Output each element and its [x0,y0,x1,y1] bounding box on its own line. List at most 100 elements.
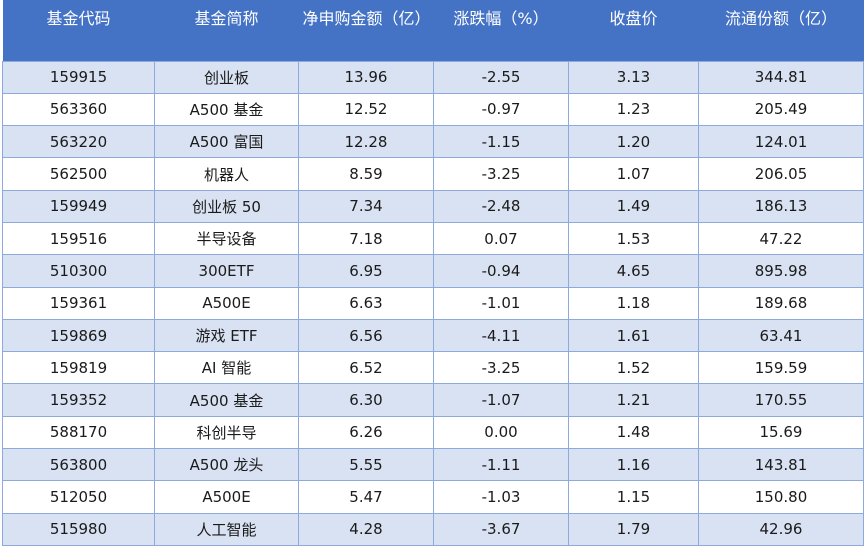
fund-name-cell: 游戏 ETF [154,318,299,353]
close-price-cell: 1.07 [568,157,699,191]
change-pct-cell: 0.00 [433,415,569,450]
close-price-cell: 3.13 [568,60,699,94]
float-shares-cell: 206.05 [698,157,864,191]
table-row: 510300 300ETF 6.95 -0.94 4.65 895.98 [2,254,864,288]
fund-code-cell: 159352 [2,383,155,417]
fund-name-cell: 创业板 [154,60,299,94]
close-price-cell: 1.21 [568,383,699,417]
change-pct-cell: -2.48 [433,189,569,223]
fund-code-cell: 512050 [2,480,155,514]
close-price-cell: 1.48 [568,415,699,450]
float-shares-cell: 186.13 [698,189,864,223]
fund-code-cell: 159361 [2,286,155,320]
float-shares-cell: 895.98 [698,254,864,288]
net-subscription-cell: 6.52 [298,351,434,385]
fund-name-cell: A500 龙头 [154,448,299,482]
change-pct-cell: -0.94 [433,254,569,288]
table-row: 159352 A500 基金 6.30 -1.07 1.21 170.55 [2,383,864,417]
table-row: 563220 A500 富国 12.28 -1.15 1.20 124.01 [2,125,864,159]
net-subscription-cell: 12.52 [298,92,434,127]
header-close-price: 收盘价 [568,0,699,61]
table-row: 159915 创业板 13.96 -2.55 3.13 344.81 [2,60,864,94]
net-subscription-cell: 13.96 [298,60,434,94]
fund-name-cell: A500E [154,286,299,320]
change-pct-cell: 0.07 [433,221,569,256]
fund-name-cell: 半导设备 [154,221,299,256]
net-subscription-cell: 6.56 [298,318,434,353]
net-subscription-cell: 8.59 [298,157,434,191]
fund-name-cell: 人工智能 [154,512,299,546]
net-subscription-cell: 4.28 [298,512,434,546]
net-subscription-cell: 6.30 [298,383,434,417]
fund-code-cell: 159915 [2,60,155,94]
change-pct-cell: -3.25 [433,157,569,191]
fund-name-cell: 机器人 [154,157,299,191]
table-row: 563800 A500 龙头 5.55 -1.11 1.16 143.81 [2,448,864,482]
float-shares-cell: 63.41 [698,318,864,353]
header-change-pct: 涨跌幅（%） [433,0,569,61]
float-shares-cell: 159.59 [698,351,864,385]
table-row: 159361 A500E 6.63 -1.01 1.18 189.68 [2,286,864,320]
table-row: 159949 创业板 50 7.34 -2.48 1.49 186.13 [2,189,864,223]
header-net-subscription: 净申购金额（亿） [298,0,434,61]
close-price-cell: 1.52 [568,351,699,385]
close-price-cell: 1.20 [568,125,699,159]
header-fund-name: 基金简称 [154,0,299,61]
fund-code-cell: 563220 [2,125,155,159]
change-pct-cell: -3.67 [433,512,569,546]
close-price-cell: 4.65 [568,254,699,288]
fund-name-cell: A500E [154,480,299,514]
close-price-cell: 1.15 [568,480,699,514]
table-row: 563360 A500 基金 12.52 -0.97 1.23 205.49 [2,92,864,127]
close-price-cell: 1.49 [568,189,699,223]
table-body: 159915 创业板 13.96 -2.55 3.13 344.81 563360 A500 … [2,60,864,546]
fund-name-cell: 科创半导 [154,415,299,450]
fund-name-cell: 300ETF [154,254,299,288]
fund-code-cell: 562500 [2,157,155,191]
net-subscription-cell: 12.28 [298,125,434,159]
fund-name-cell: A500 基金 [154,92,299,127]
float-shares-cell: 189.68 [698,286,864,320]
change-pct-cell: -2.55 [433,60,569,94]
table-row: 588170 科创半导 6.26 0.00 1.48 15.69 [2,415,864,450]
close-price-cell: 1.23 [568,92,699,127]
change-pct-cell: -1.15 [433,125,569,159]
fund-name-cell: AI 智能 [154,351,299,385]
close-price-cell: 1.79 [568,512,699,546]
change-pct-cell: -4.11 [433,318,569,353]
header-fund-code: 基金代码 [2,0,155,61]
table-row: 562500 机器人 8.59 -3.25 1.07 206.05 [2,157,864,191]
table-row: 512050 A500E 5.47 -1.03 1.15 150.80 [2,480,864,514]
float-shares-cell: 205.49 [698,92,864,127]
float-shares-cell: 344.81 [698,60,864,94]
fund-code-cell: 563360 [2,92,155,127]
fund-code-cell: 515980 [2,512,155,546]
header-row: 基金代码 基金简称 净申购金额（亿） 涨跌幅（%） 收盘价 流通份额（亿） [2,0,864,61]
float-shares-cell: 15.69 [698,415,864,450]
net-subscription-cell: 6.26 [298,415,434,450]
fund-code-cell: 159949 [2,189,155,223]
change-pct-cell: -1.07 [433,383,569,417]
fund-code-cell: 588170 [2,415,155,450]
net-subscription-cell: 6.95 [298,254,434,288]
close-price-cell: 1.18 [568,286,699,320]
fund-name-cell: A500 基金 [154,383,299,417]
change-pct-cell: -1.11 [433,448,569,482]
float-shares-cell: 170.55 [698,383,864,417]
net-subscription-cell: 7.34 [298,189,434,223]
fund-code-cell: 159516 [2,221,155,256]
float-shares-cell: 150.80 [698,480,864,514]
close-price-cell: 1.16 [568,448,699,482]
net-subscription-cell: 5.47 [298,480,434,514]
float-shares-cell: 143.81 [698,448,864,482]
fund-code-cell: 563800 [2,448,155,482]
change-pct-cell: -0.97 [433,92,569,127]
fund-name-cell: A500 富国 [154,125,299,159]
net-subscription-cell: 7.18 [298,221,434,256]
close-price-cell: 1.53 [568,221,699,256]
close-price-cell: 1.61 [568,318,699,353]
change-pct-cell: -1.03 [433,480,569,514]
table-row: 159516 半导设备 7.18 0.07 1.53 47.22 [2,221,864,256]
fund-code-cell: 510300 [2,254,155,288]
